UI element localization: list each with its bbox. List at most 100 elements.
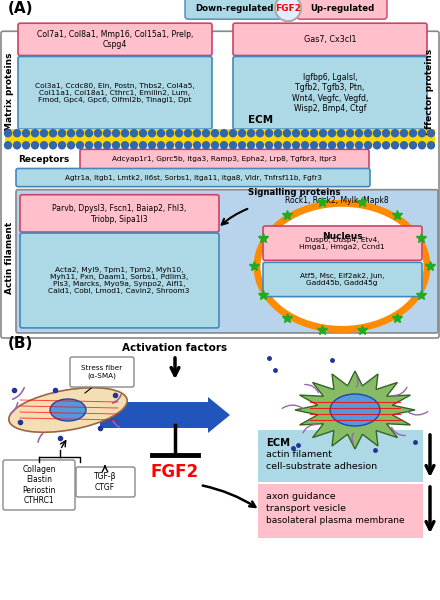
Circle shape bbox=[238, 129, 246, 137]
Circle shape bbox=[76, 141, 84, 149]
Circle shape bbox=[157, 141, 165, 149]
Circle shape bbox=[13, 129, 21, 137]
Text: Igfbp6, Lgalsl,
Tgfb2, Tgfb3, Ptn,
Wnt4, Vegfc, Vegfd,
Wisp2, Bmp4, Ctgf: Igfbp6, Lgalsl, Tgfb2, Tgfb3, Ptn, Wnt4,… bbox=[292, 73, 368, 113]
Circle shape bbox=[337, 141, 345, 149]
Circle shape bbox=[265, 141, 273, 149]
Circle shape bbox=[382, 129, 390, 137]
FancyBboxPatch shape bbox=[16, 190, 438, 333]
FancyBboxPatch shape bbox=[16, 169, 370, 187]
Circle shape bbox=[391, 129, 399, 137]
Text: Parvb, Dpysl3, Fscn1, Baiap2, Fhl3,
Triobp, Sipa1l3: Parvb, Dpysl3, Fscn1, Baiap2, Fhl3, Trio… bbox=[52, 204, 186, 224]
Circle shape bbox=[202, 141, 210, 149]
Circle shape bbox=[121, 141, 129, 149]
Text: Collagen
Elastin
Periostin
CTHRC1: Collagen Elastin Periostin CTHRC1 bbox=[22, 465, 56, 505]
Text: Agtr1a, Itgb1, Lmtk2, Il6st, Sorbs1, Itga11, Itga8, Vldr, Tnfrsf11b, Fgfr3: Agtr1a, Itgb1, Lmtk2, Il6st, Sorbs1, Itg… bbox=[65, 175, 322, 181]
Text: Acta2, Myl9, Tpm1, Tpm2, Myh10,
Myh11, Pxn, Daam1, Sorbs1, Pdlim3,
Pls3, Marcks,: Acta2, Myl9, Tpm1, Tpm2, Myh10, Myh11, P… bbox=[48, 267, 190, 294]
Circle shape bbox=[67, 129, 75, 137]
Circle shape bbox=[166, 141, 174, 149]
Text: Down-regulated: Down-regulated bbox=[195, 4, 273, 13]
Circle shape bbox=[319, 129, 327, 137]
Text: Adcyap1r1, Gprc5b, Itga3, Ramp3, Epha2, Lrp8, Tgfbr3, Itpr3: Adcyap1r1, Gprc5b, Itga3, Ramp3, Epha2, … bbox=[112, 157, 336, 163]
Circle shape bbox=[346, 141, 354, 149]
Polygon shape bbox=[295, 371, 415, 449]
Circle shape bbox=[400, 129, 408, 137]
Circle shape bbox=[409, 129, 417, 137]
Ellipse shape bbox=[257, 203, 427, 329]
Text: basolateral plasma membrane: basolateral plasma membrane bbox=[266, 516, 405, 525]
Text: (B): (B) bbox=[8, 337, 33, 352]
Circle shape bbox=[238, 141, 246, 149]
Circle shape bbox=[103, 129, 111, 137]
FancyBboxPatch shape bbox=[76, 467, 135, 497]
Text: Col3a1, Ccdc80, Eln, Postn, Thbs2, Col4a5,
Col11a1, Col18a1, Cthrc1, Emilin2, Lu: Col3a1, Ccdc80, Eln, Postn, Thbs2, Col4a… bbox=[35, 83, 195, 103]
Circle shape bbox=[256, 141, 264, 149]
Circle shape bbox=[229, 141, 237, 149]
Circle shape bbox=[4, 141, 12, 149]
Circle shape bbox=[355, 141, 363, 149]
Circle shape bbox=[328, 141, 336, 149]
Circle shape bbox=[31, 141, 39, 149]
Circle shape bbox=[103, 141, 111, 149]
Text: ECM: ECM bbox=[266, 438, 290, 448]
Text: axon guidance: axon guidance bbox=[266, 492, 336, 501]
Circle shape bbox=[274, 141, 282, 149]
Circle shape bbox=[139, 141, 147, 149]
FancyBboxPatch shape bbox=[297, 0, 387, 19]
FancyBboxPatch shape bbox=[246, 191, 428, 210]
Circle shape bbox=[139, 129, 147, 137]
FancyArrow shape bbox=[100, 397, 230, 433]
FancyBboxPatch shape bbox=[80, 149, 369, 169]
Circle shape bbox=[193, 129, 201, 137]
Circle shape bbox=[328, 129, 336, 137]
Circle shape bbox=[391, 141, 399, 149]
Circle shape bbox=[4, 129, 12, 137]
Circle shape bbox=[76, 129, 84, 137]
Circle shape bbox=[85, 129, 93, 137]
Circle shape bbox=[31, 129, 39, 137]
Text: Effector proteins: Effector proteins bbox=[425, 49, 434, 135]
Circle shape bbox=[49, 129, 57, 137]
Circle shape bbox=[121, 129, 129, 137]
Circle shape bbox=[265, 129, 273, 137]
Text: (A): (A) bbox=[8, 1, 33, 16]
Circle shape bbox=[427, 141, 435, 149]
Text: Col7a1, Col8a1, Mmp16, Col15a1, Prelp,
Cspg4: Col7a1, Col8a1, Mmp16, Col15a1, Prelp, C… bbox=[37, 29, 193, 49]
Circle shape bbox=[13, 141, 21, 149]
FancyBboxPatch shape bbox=[18, 56, 212, 129]
Text: transport vesicle: transport vesicle bbox=[266, 504, 346, 513]
Circle shape bbox=[400, 141, 408, 149]
FancyBboxPatch shape bbox=[258, 484, 423, 538]
Text: Receptors: Receptors bbox=[18, 155, 69, 164]
Text: ECM: ECM bbox=[248, 115, 273, 125]
Text: Matrix proteins: Matrix proteins bbox=[5, 53, 15, 131]
Text: Nucleus: Nucleus bbox=[322, 232, 362, 241]
Circle shape bbox=[364, 141, 372, 149]
Circle shape bbox=[112, 129, 120, 137]
Circle shape bbox=[355, 129, 363, 137]
Circle shape bbox=[148, 129, 156, 137]
Circle shape bbox=[112, 141, 120, 149]
FancyBboxPatch shape bbox=[233, 56, 427, 129]
Circle shape bbox=[22, 129, 30, 137]
Circle shape bbox=[220, 129, 228, 137]
Circle shape bbox=[283, 141, 291, 149]
Text: Actin filament: Actin filament bbox=[5, 222, 15, 295]
Circle shape bbox=[373, 129, 381, 137]
FancyBboxPatch shape bbox=[70, 357, 134, 387]
Circle shape bbox=[229, 129, 237, 137]
FancyBboxPatch shape bbox=[20, 233, 219, 328]
Circle shape bbox=[382, 141, 390, 149]
Circle shape bbox=[274, 129, 282, 137]
Circle shape bbox=[283, 129, 291, 137]
Circle shape bbox=[157, 129, 165, 137]
Circle shape bbox=[40, 141, 48, 149]
Circle shape bbox=[184, 141, 192, 149]
Ellipse shape bbox=[9, 388, 127, 432]
Text: FGF2: FGF2 bbox=[275, 4, 301, 13]
Circle shape bbox=[130, 141, 138, 149]
FancyBboxPatch shape bbox=[233, 23, 427, 55]
Circle shape bbox=[292, 129, 300, 137]
Circle shape bbox=[247, 129, 255, 137]
Circle shape bbox=[409, 141, 417, 149]
Circle shape bbox=[418, 129, 426, 137]
